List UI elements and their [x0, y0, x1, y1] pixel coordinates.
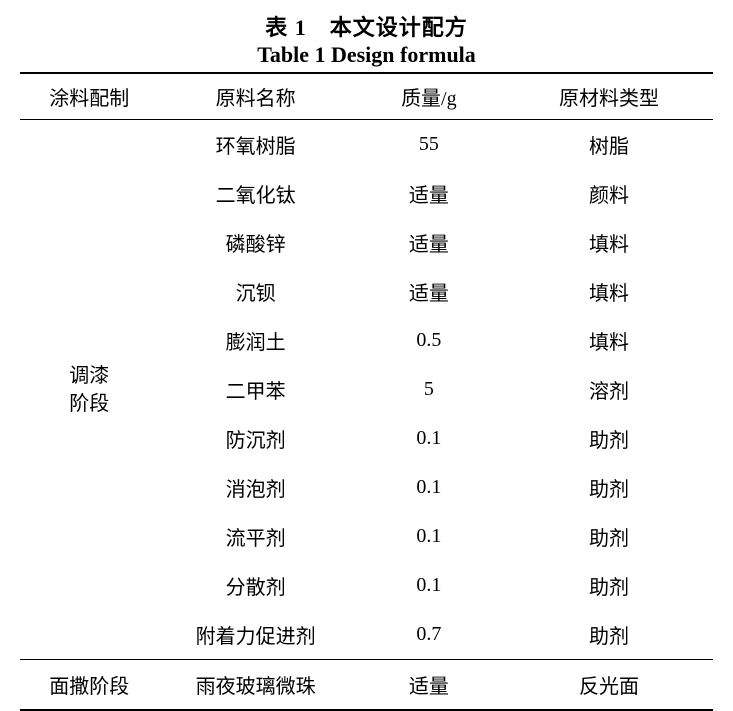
table-caption: 表 1 本文设计配方 Table 1 Design formula	[20, 10, 713, 68]
cell-mass: 0.1	[353, 561, 505, 610]
table-row: 面撒阶段 雨夜玻璃微珠 适量 反光面	[20, 660, 713, 711]
cell-material: 磷酸锌	[159, 218, 353, 267]
cell-type: 助剂	[505, 610, 713, 660]
cell-type: 填料	[505, 218, 713, 267]
cell-type: 助剂	[505, 561, 713, 610]
cell-material: 二甲苯	[159, 365, 353, 414]
table-header-row: 涂料配制 原料名称 质量/g 原材料类型	[20, 73, 713, 120]
stage1-label-line1: 调漆	[69, 365, 109, 387]
cell-type: 助剂	[505, 512, 713, 561]
design-formula-table: 涂料配制 原料名称 质量/g 原材料类型 调漆 阶段 环氧树脂 55 树脂 二氧…	[20, 72, 713, 711]
cell-mass: 0.7	[353, 610, 505, 660]
stage1-label: 调漆 阶段	[20, 120, 159, 660]
cell-material: 附着力促进剂	[159, 610, 353, 660]
cell-material: 二氧化钛	[159, 169, 353, 218]
cell-mass: 0.1	[353, 512, 505, 561]
table-row: 调漆 阶段 环氧树脂 55 树脂	[20, 120, 713, 170]
col-header-mass: 质量/g	[353, 73, 505, 120]
cell-type: 助剂	[505, 414, 713, 463]
col-header-type: 原材料类型	[505, 73, 713, 120]
cell-material: 消泡剂	[159, 463, 353, 512]
cell-mass: 适量	[353, 660, 505, 711]
cell-type: 填料	[505, 316, 713, 365]
cell-material: 流平剂	[159, 512, 353, 561]
col-header-material: 原料名称	[159, 73, 353, 120]
cell-mass: 5	[353, 365, 505, 414]
cell-mass: 适量	[353, 267, 505, 316]
caption-chinese: 表 1 本文设计配方	[20, 10, 713, 42]
col-header-stage: 涂料配制	[20, 73, 159, 120]
cell-type: 溶剂	[505, 365, 713, 414]
cell-type: 助剂	[505, 463, 713, 512]
cell-mass: 适量	[353, 218, 505, 267]
cell-type: 颜料	[505, 169, 713, 218]
cell-material: 分散剂	[159, 561, 353, 610]
stage2-label: 面撒阶段	[20, 660, 159, 711]
cell-mass: 0.1	[353, 414, 505, 463]
cell-material: 膨润土	[159, 316, 353, 365]
cell-material: 防沉剂	[159, 414, 353, 463]
cell-type: 反光面	[505, 660, 713, 711]
cell-material: 环氧树脂	[159, 120, 353, 170]
cell-type: 树脂	[505, 120, 713, 170]
caption-english: Table 1 Design formula	[20, 42, 713, 68]
cell-mass: 55	[353, 120, 505, 170]
cell-mass: 适量	[353, 169, 505, 218]
cell-mass: 0.1	[353, 463, 505, 512]
stage1-label-line2: 阶段	[69, 393, 109, 415]
cell-type: 填料	[505, 267, 713, 316]
cell-material: 雨夜玻璃微珠	[159, 660, 353, 711]
cell-mass: 0.5	[353, 316, 505, 365]
cell-material: 沉钡	[159, 267, 353, 316]
